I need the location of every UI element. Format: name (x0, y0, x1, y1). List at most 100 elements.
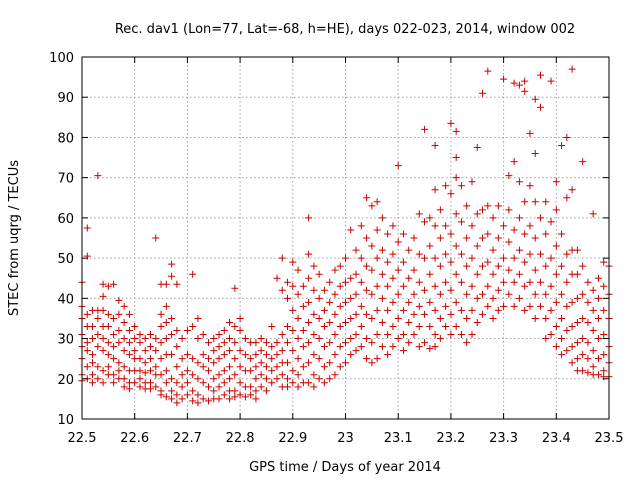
data-point (89, 322, 97, 330)
data-point (331, 266, 339, 274)
data-point (204, 367, 212, 375)
data-point (305, 379, 313, 387)
data-point (542, 335, 550, 343)
data-point (136, 331, 144, 339)
data-point (104, 339, 112, 347)
data-point (352, 310, 360, 318)
data-point (378, 318, 386, 326)
data-point (347, 351, 355, 359)
data-point (421, 286, 429, 294)
data-point (536, 302, 544, 310)
data-point (99, 306, 107, 314)
data-point (99, 367, 107, 375)
data-point (320, 343, 328, 351)
data-point (563, 194, 571, 202)
data-point (505, 238, 513, 246)
data-point (99, 347, 107, 355)
data-point (531, 198, 539, 206)
data-point (83, 224, 91, 232)
data-point (584, 355, 592, 363)
data-point (89, 379, 97, 387)
data-point (310, 310, 318, 318)
data-point (363, 234, 371, 242)
data-point (220, 367, 228, 375)
data-point (147, 331, 155, 339)
data-point (568, 359, 576, 367)
data-point (526, 222, 534, 230)
data-point (315, 355, 323, 363)
data-point (457, 331, 465, 339)
data-point (552, 343, 560, 351)
data-point (363, 194, 371, 202)
data-point (378, 270, 386, 278)
data-point (521, 87, 529, 95)
data-point (284, 383, 292, 391)
data-point (547, 218, 555, 226)
data-point (415, 250, 423, 258)
data-point (521, 282, 529, 290)
data-point (531, 150, 539, 158)
data-point (373, 331, 381, 339)
data-point (147, 355, 155, 363)
data-point (194, 335, 202, 343)
data-point (399, 282, 407, 290)
data-point (547, 282, 555, 290)
data-point (284, 359, 292, 367)
x-tick-label: 22.8 (226, 431, 255, 446)
data-point (278, 286, 286, 294)
data-point (510, 302, 518, 310)
data-point (558, 335, 566, 343)
data-point (115, 327, 123, 335)
data-point (479, 234, 487, 242)
data-point (183, 351, 191, 359)
data-point (363, 355, 371, 363)
data-point (399, 331, 407, 339)
data-point (247, 391, 255, 399)
data-point (125, 339, 133, 347)
x-tick-label: 22.9 (278, 431, 307, 446)
data-point (452, 154, 460, 162)
data-point (579, 367, 587, 375)
data-point (521, 77, 529, 85)
data-point (594, 294, 602, 302)
data-point (442, 302, 450, 310)
data-point (389, 298, 397, 306)
data-point (125, 327, 133, 335)
data-point (568, 65, 576, 73)
data-point (199, 351, 207, 359)
data-point (220, 351, 228, 359)
data-point (405, 339, 413, 347)
data-point (310, 262, 318, 270)
data-point (342, 318, 349, 326)
data-point (273, 339, 281, 347)
data-point (552, 322, 560, 330)
data-point (494, 262, 502, 270)
data-point (141, 347, 149, 355)
data-point (457, 250, 465, 258)
data-point (257, 371, 265, 379)
data-point (568, 343, 576, 351)
data-point (536, 103, 544, 111)
data-point (152, 335, 160, 343)
data-point (515, 270, 523, 278)
data-point (473, 210, 481, 218)
data-point (147, 343, 155, 351)
data-point (278, 254, 286, 262)
data-point (305, 359, 313, 367)
data-point (405, 298, 413, 306)
data-point (368, 266, 376, 274)
y-tick-label: 70 (57, 172, 74, 187)
data-point (431, 141, 439, 149)
data-point (394, 290, 402, 298)
data-point (178, 335, 186, 343)
data-point (231, 387, 239, 395)
data-point (157, 371, 165, 379)
x-tick-label: 22.5 (68, 431, 97, 446)
data-point (104, 351, 112, 359)
data-point (494, 202, 502, 210)
data-point (336, 282, 344, 290)
data-point (410, 331, 418, 339)
data-point (83, 347, 91, 355)
data-point (220, 379, 228, 387)
data-point (389, 250, 397, 258)
